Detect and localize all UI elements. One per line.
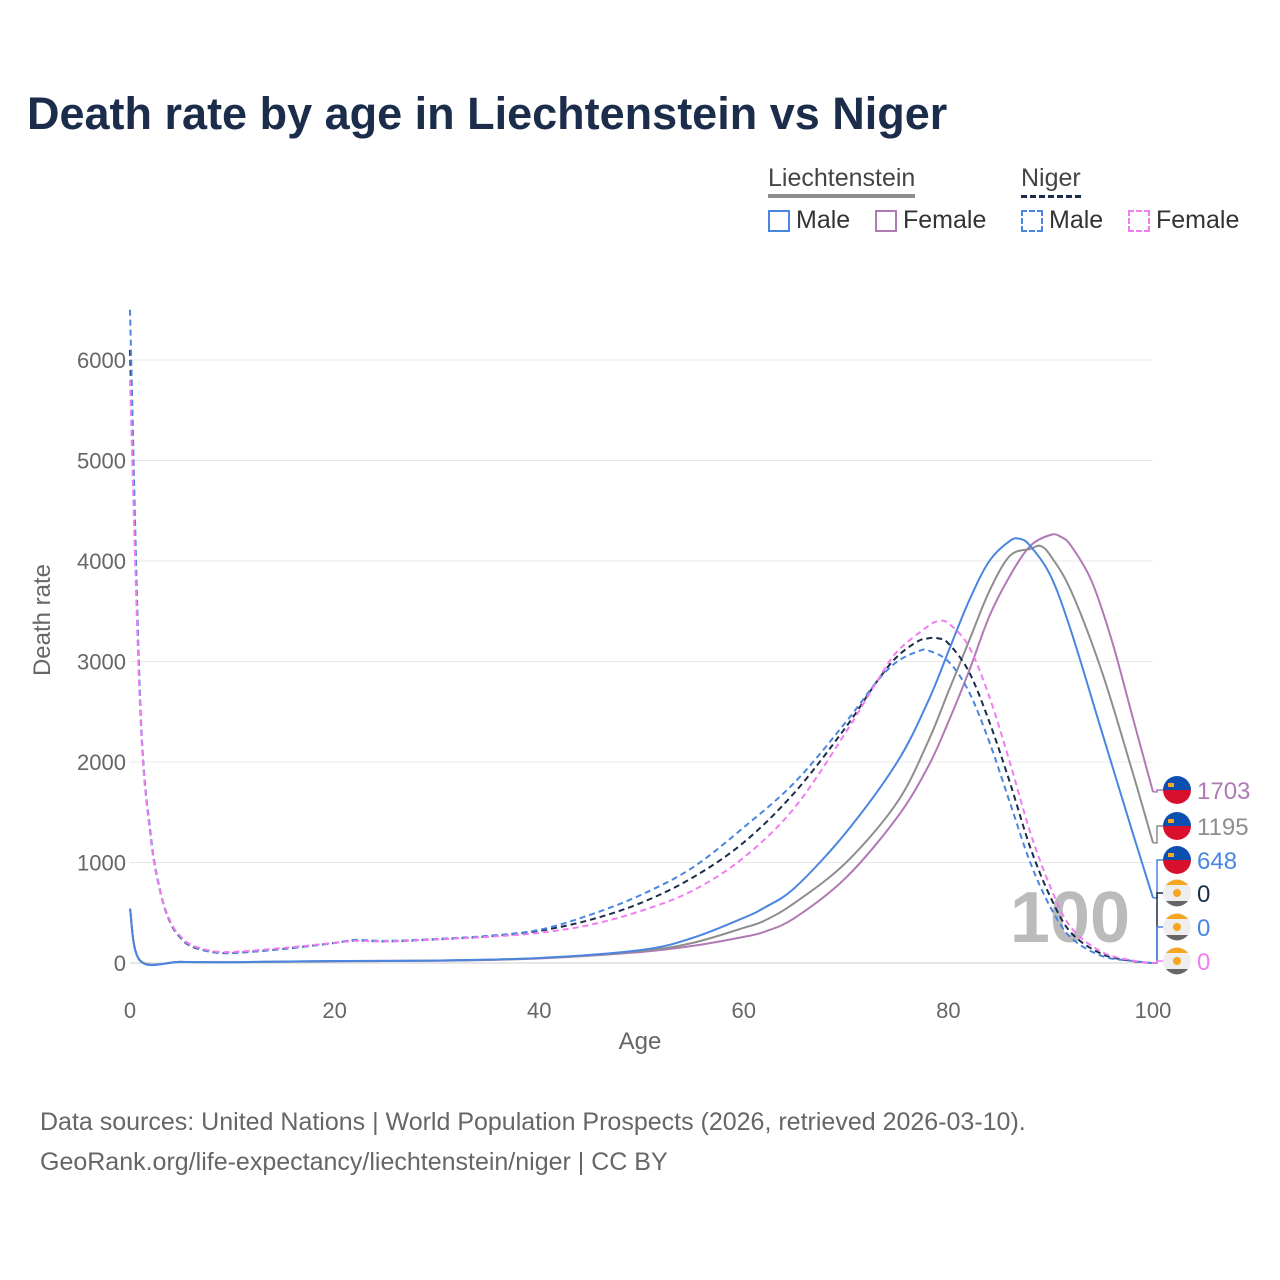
series-line-ne-male (129, 309, 1154, 964)
liechtenstein-flag-icon (1163, 812, 1191, 840)
legend-swatch (768, 209, 790, 232)
legend-group-label: Liechtenstein (768, 164, 916, 192)
flag-bottom (1166, 935, 1188, 941)
y-tick-label: 4000 (77, 549, 126, 574)
liechtenstein-flag-icon (1163, 846, 1191, 874)
end-connector (1153, 960, 1163, 964)
series-line-ne-female (129, 380, 1154, 964)
y-tick-label: 5000 (77, 449, 126, 474)
end-value-label: 1195 (1197, 814, 1249, 841)
flag-sun (1173, 889, 1181, 897)
crown (1168, 783, 1174, 787)
end-connector (1153, 926, 1163, 964)
legend-group-niger: Niger (1021, 164, 1081, 198)
series-line-ne-total (129, 349, 1154, 964)
flag-top (1163, 846, 1191, 860)
flag-bottom (1163, 860, 1191, 874)
current-age-label: 100 (1010, 878, 1130, 958)
legend-swatch (1021, 209, 1043, 232)
legend-dashed-line (1021, 195, 1081, 198)
x-tick-label: 20 (322, 998, 346, 1023)
flag-top (1166, 879, 1188, 885)
legend-label: Male (796, 206, 851, 234)
end-connector (1153, 859, 1163, 899)
y-tick-label: 2000 (77, 750, 126, 775)
series-line-li-male (129, 537, 1154, 967)
end-value-label: 0 (1197, 881, 1210, 908)
crown (1168, 853, 1174, 857)
x-tick-label: 80 (936, 998, 960, 1023)
end-value-label: 0 (1197, 915, 1210, 942)
y-tick-label: 6000 (77, 348, 126, 373)
legend-swatch (875, 209, 897, 232)
flag-top (1163, 776, 1191, 790)
legend-label: Male (1049, 206, 1104, 234)
x-tick-label: 100 (1135, 998, 1172, 1023)
end-connector (1153, 825, 1163, 844)
flag-sun (1173, 957, 1181, 965)
liechtenstein-flag-icon (1163, 776, 1191, 804)
x-tick-label: 60 (732, 998, 756, 1023)
source-line-2: GeoRank.org/life-expectancy/liechtenstei… (40, 1148, 668, 1176)
legend-label: Female (903, 206, 987, 234)
source-line-1: Data sources: United Nations | World Pop… (40, 1108, 1026, 1136)
legend-li-female[interactable]: Female (875, 206, 986, 235)
y-tick-label: 0 (114, 951, 126, 976)
flag-bottom (1163, 790, 1191, 804)
end-value-label: 1703 (1197, 778, 1250, 805)
end-connector (1153, 789, 1163, 793)
x-axis-label: Age (619, 1028, 662, 1055)
legend-solid-line (768, 194, 916, 198)
y-tick-label: 1000 (77, 851, 126, 876)
y-axis-label: Death rate (29, 564, 56, 676)
legend-swatch (1128, 209, 1150, 232)
legend-ne-female[interactable]: Female (1128, 206, 1239, 235)
y-tick-label: 3000 (77, 650, 126, 675)
niger-flag-icon (1163, 879, 1191, 907)
end-connector (1153, 892, 1163, 964)
x-tick-label: 40 (527, 998, 551, 1023)
end-value-label: 0 (1197, 949, 1210, 976)
legend-li-male[interactable]: Male (768, 206, 850, 235)
niger-flag-icon (1163, 947, 1191, 975)
flag-bottom (1163, 826, 1191, 840)
flag-top (1166, 947, 1188, 953)
legend-ne-male[interactable]: Male (1021, 206, 1103, 235)
legend-group-liechtenstein: Liechtenstein (768, 164, 916, 198)
flag-bottom (1166, 969, 1188, 975)
end-value-label: 648 (1197, 848, 1237, 875)
chart-title: Death rate by age in Liechtenstein vs Ni… (27, 88, 948, 139)
flag-bottom (1166, 901, 1188, 907)
niger-flag-icon (1163, 913, 1191, 941)
x-tick-label: 0 (124, 998, 136, 1023)
flag-top (1166, 913, 1188, 919)
flag-sun (1173, 923, 1181, 931)
legend-group-label: Niger (1021, 164, 1081, 192)
legend-label: Female (1156, 206, 1240, 234)
flag-top (1163, 812, 1191, 826)
crown (1168, 819, 1174, 823)
